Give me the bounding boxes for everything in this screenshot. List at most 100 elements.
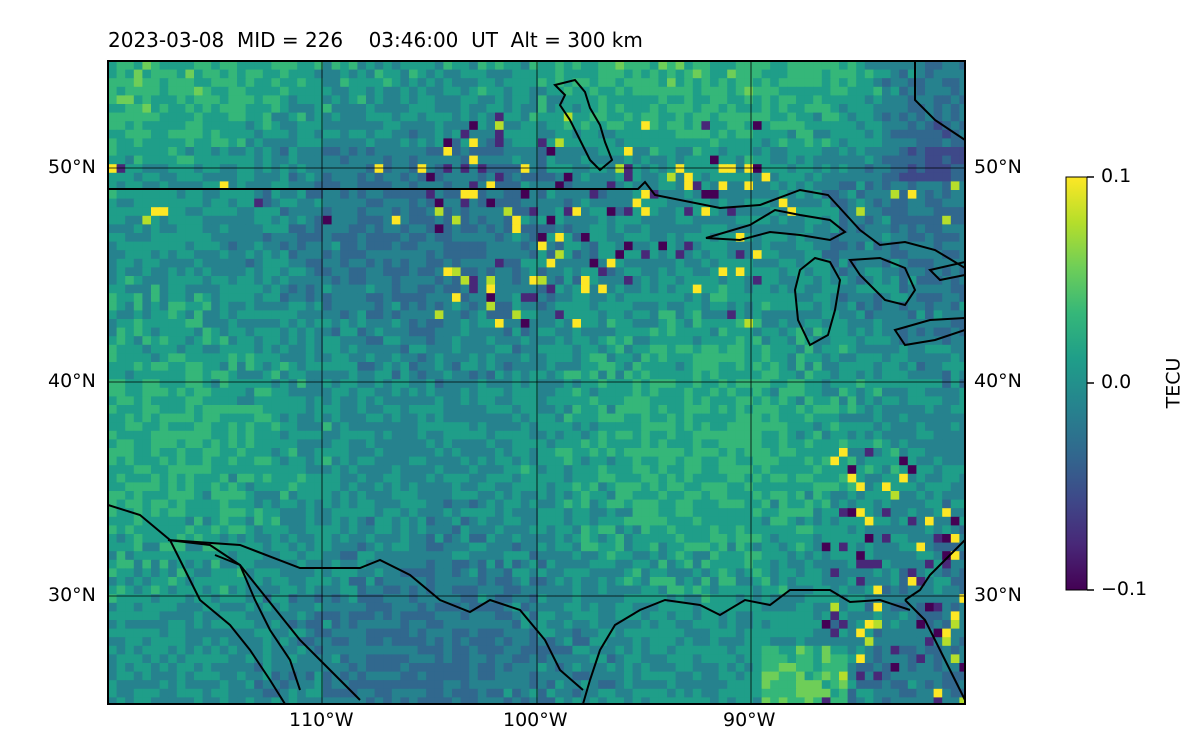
tec-cell — [314, 224, 324, 234]
tec-cell — [882, 336, 892, 346]
tec-cell — [572, 207, 582, 217]
tec-cell — [942, 465, 952, 475]
tec-cell — [658, 147, 668, 157]
tec-cell — [787, 413, 797, 423]
tec-cell — [933, 284, 943, 294]
tec-cell — [512, 181, 522, 191]
tec-cell — [366, 61, 376, 71]
tec-cell — [770, 405, 780, 415]
tec-cell — [142, 61, 152, 71]
tec-cell — [305, 164, 315, 174]
tec-cell — [374, 301, 384, 311]
tec-cell — [417, 104, 427, 114]
tec-cell — [185, 422, 195, 432]
tec-cell — [804, 207, 814, 217]
tec-cell — [262, 448, 272, 458]
tec-cell — [830, 422, 840, 432]
tec-cell — [185, 405, 195, 415]
tec-cell — [271, 439, 281, 449]
tec-cell — [340, 95, 350, 105]
tec-cell — [606, 370, 616, 380]
tec-cell — [684, 129, 694, 139]
tec-cell — [873, 387, 883, 397]
tec-cell — [606, 61, 616, 71]
tec-cell — [529, 233, 539, 243]
tec-cell — [348, 129, 358, 139]
tec-cell — [830, 370, 840, 380]
tec-cell — [718, 164, 728, 174]
tec-cell — [495, 267, 505, 277]
tec-cell — [314, 353, 324, 363]
tec-cell — [942, 267, 952, 277]
tec-cell — [615, 293, 625, 303]
tec-cell — [641, 482, 651, 492]
tec-cell — [529, 456, 539, 466]
tec-cell — [770, 215, 780, 225]
tec-cell — [873, 198, 883, 208]
tec-cell — [563, 465, 573, 475]
tec-cell — [684, 284, 694, 294]
tec-cell — [512, 439, 522, 449]
tec-cell — [348, 482, 358, 492]
tec-cell — [856, 147, 866, 157]
tec-cell — [882, 482, 892, 492]
tec-cell — [942, 61, 952, 71]
tec-cell — [959, 198, 965, 208]
tec-cell — [237, 405, 247, 415]
tec-cell — [916, 379, 926, 389]
tec-cell — [168, 121, 178, 131]
tec-cell — [271, 413, 281, 423]
tec-cell — [658, 69, 668, 79]
tec-cell — [933, 439, 943, 449]
tec-cell — [873, 422, 883, 432]
tec-cell — [151, 104, 161, 114]
tec-cell — [185, 448, 195, 458]
tec-cell — [211, 379, 221, 389]
tec-cell — [632, 439, 642, 449]
tec-cell — [503, 104, 513, 114]
tec-cell — [271, 233, 281, 243]
tec-cell — [452, 387, 462, 397]
tec-cell — [357, 224, 367, 234]
tec-cell — [882, 267, 892, 277]
tec-cell — [907, 198, 917, 208]
tec-cell — [907, 207, 917, 217]
tec-field — [108, 61, 965, 704]
tec-cell — [890, 181, 900, 191]
tec-cell — [495, 353, 505, 363]
tec-cell — [787, 336, 797, 346]
tec-cell — [228, 379, 238, 389]
tec-cell — [520, 215, 530, 225]
tec-cell — [400, 258, 410, 268]
tec-cell — [933, 61, 943, 71]
tec-cell — [864, 258, 874, 268]
tec-cell — [194, 250, 204, 260]
tec-cell — [211, 78, 221, 88]
tec-cell — [563, 284, 573, 294]
tec-cell — [624, 276, 634, 286]
tec-cell — [133, 473, 143, 483]
tec-cell — [538, 95, 548, 105]
tec-cell — [305, 78, 315, 88]
tec-cell — [340, 241, 350, 251]
tec-cell — [839, 250, 849, 260]
tec-cell — [125, 112, 135, 122]
tec-cell — [520, 86, 530, 96]
tec-cell — [469, 138, 479, 148]
tec-cell — [469, 112, 479, 122]
tec-cell — [297, 112, 307, 122]
tec-cell — [538, 250, 548, 260]
tec-cell — [409, 310, 419, 320]
tec-cell — [357, 422, 367, 432]
tec-cell — [383, 172, 393, 182]
tec-cell — [409, 319, 419, 329]
tec-cell — [907, 164, 917, 174]
tec-cell — [907, 155, 917, 165]
tec-cell — [873, 147, 883, 157]
tec-cell — [400, 370, 410, 380]
tec-cell — [778, 301, 788, 311]
tec-cell — [357, 155, 367, 165]
tec-cell — [675, 69, 685, 79]
tec-cell — [305, 439, 315, 449]
tec-cell — [125, 207, 135, 217]
